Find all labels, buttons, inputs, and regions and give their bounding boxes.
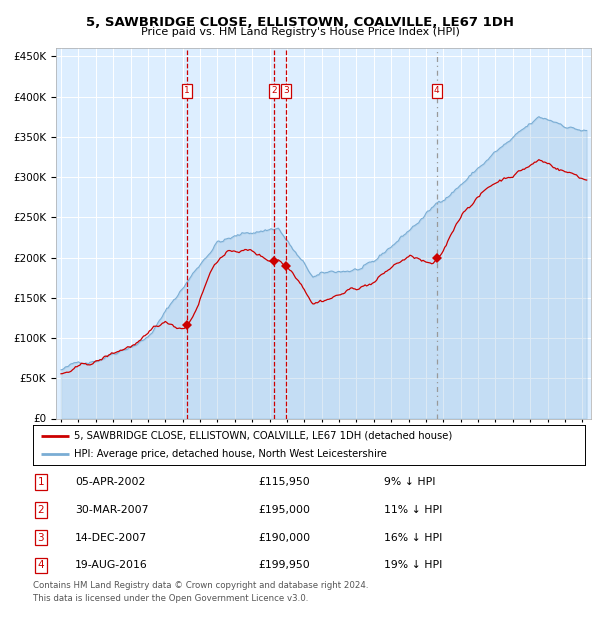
Text: 19% ↓ HPI: 19% ↓ HPI [384,560,442,570]
Text: 3: 3 [283,86,289,95]
Text: 14-DEC-2007: 14-DEC-2007 [75,533,147,542]
Text: Contains HM Land Registry data © Crown copyright and database right 2024.: Contains HM Land Registry data © Crown c… [33,581,368,590]
Text: HPI: Average price, detached house, North West Leicestershire: HPI: Average price, detached house, Nort… [74,449,387,459]
Text: 2: 2 [37,505,44,515]
Text: 1: 1 [184,86,190,95]
Text: 5, SAWBRIDGE CLOSE, ELLISTOWN, COALVILLE, LE67 1DH (detached house): 5, SAWBRIDGE CLOSE, ELLISTOWN, COALVILLE… [74,430,452,441]
Text: Price paid vs. HM Land Registry's House Price Index (HPI): Price paid vs. HM Land Registry's House … [140,27,460,37]
Text: £115,950: £115,950 [258,477,310,487]
Text: 11% ↓ HPI: 11% ↓ HPI [384,505,442,515]
Text: 3: 3 [37,533,44,542]
Text: 2: 2 [271,86,277,95]
Text: £190,000: £190,000 [258,533,310,542]
Text: 4: 4 [37,560,44,570]
Text: £199,950: £199,950 [258,560,310,570]
Text: 05-APR-2002: 05-APR-2002 [75,477,145,487]
Text: 30-MAR-2007: 30-MAR-2007 [75,505,149,515]
Text: 16% ↓ HPI: 16% ↓ HPI [384,533,442,542]
Text: This data is licensed under the Open Government Licence v3.0.: This data is licensed under the Open Gov… [33,593,308,603]
Text: 5, SAWBRIDGE CLOSE, ELLISTOWN, COALVILLE, LE67 1DH: 5, SAWBRIDGE CLOSE, ELLISTOWN, COALVILLE… [86,16,514,29]
Text: 19-AUG-2016: 19-AUG-2016 [75,560,148,570]
Text: 4: 4 [434,86,440,95]
Text: 1: 1 [37,477,44,487]
Text: 9% ↓ HPI: 9% ↓ HPI [384,477,436,487]
Text: £195,000: £195,000 [258,505,310,515]
